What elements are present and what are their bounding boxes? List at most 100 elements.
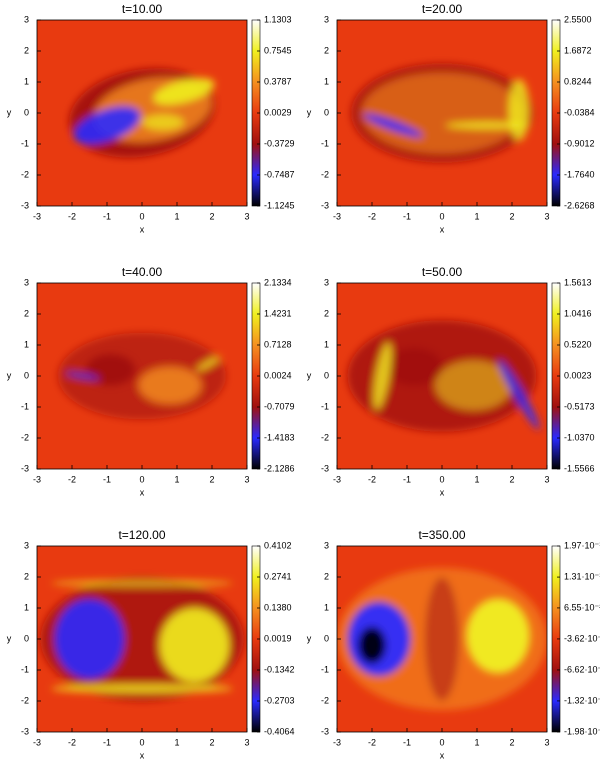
y-axis-label: y <box>307 107 312 117</box>
x-tick-label: 1 <box>474 737 479 747</box>
colorbar-tick-label: 1.1303 <box>264 14 292 24</box>
x-axis-label: x <box>140 750 145 760</box>
colorbar-tick-label: 1.0416 <box>564 308 592 318</box>
x-tick-label: -2 <box>68 211 76 221</box>
field-feature <box>424 577 460 701</box>
colorbar-tick-label: 1.5613 <box>564 277 592 287</box>
x-tick-label: 0 <box>139 737 144 747</box>
x-tick-label: -3 <box>33 737 41 747</box>
y-tick-label: 2 <box>24 45 29 55</box>
x-tick-label: 2 <box>209 211 214 221</box>
y-tick-label: -2 <box>21 695 29 705</box>
x-tick-label: 0 <box>139 474 144 484</box>
field <box>337 20 547 206</box>
y-tick-label: -2 <box>321 695 329 705</box>
x-tick-label: -2 <box>368 474 376 484</box>
field-feature <box>445 121 530 130</box>
y-tick-label: 0 <box>324 370 329 380</box>
y-tick-label: -3 <box>321 463 329 473</box>
colorbar-tick-label: -2.1286 <box>264 463 295 473</box>
field <box>37 20 247 206</box>
x-tick-label: 3 <box>244 211 249 221</box>
x-tick-label: -3 <box>33 211 41 221</box>
colorbar-tick-label: 2.5500 <box>564 14 592 24</box>
field <box>337 546 547 732</box>
y-tick-label: -1 <box>321 664 329 674</box>
colorbar-tick-label: -0.9012 <box>564 138 595 148</box>
x-tick-label: -2 <box>368 737 376 747</box>
x-tick-label: 2 <box>209 737 214 747</box>
x-tick-label: -3 <box>333 737 341 747</box>
y-tick-label: -1 <box>321 401 329 411</box>
y-tick-label: 1 <box>24 339 29 349</box>
x-tick-label: 2 <box>509 211 514 221</box>
x-tick-label: -1 <box>103 474 111 484</box>
field-feature <box>142 114 184 131</box>
field-shapes <box>69 68 215 158</box>
x-tick-label: 3 <box>544 474 549 484</box>
colorbar-tick-label: -0.4064 <box>264 726 295 736</box>
chart-title: t=10.00 <box>122 2 163 16</box>
colorbar-tick-label: -6.62·10⁻² <box>564 664 600 674</box>
y-tick-label: -3 <box>21 463 29 473</box>
colorbar-tick-label: -0.0384 <box>564 107 595 117</box>
colorbar-tick-label: -1.32·10⁻¹ <box>564 695 600 705</box>
x-tick-label: 3 <box>244 737 249 747</box>
colorbar-tick-label: -1.7640 <box>564 169 595 179</box>
x-tick-label: 2 <box>209 474 214 484</box>
x-axis-label: x <box>140 487 145 497</box>
field-feature <box>54 598 125 680</box>
panel: t=10.00 x y -3 -2 -1 0 1 2 3 -3 -2 -1 0 1 2 3 1.1303 0.754… <box>7 2 295 234</box>
field-feature <box>51 683 233 694</box>
y-tick-label: 0 <box>24 633 29 643</box>
colorbar-tick-label: 0.7128 <box>264 339 292 349</box>
x-tick-label: 1 <box>174 737 179 747</box>
chart-title: t=20.00 <box>422 2 463 16</box>
field-feature <box>65 372 100 380</box>
colorbar-tick-label: -0.1342 <box>264 664 295 674</box>
field-feature <box>196 356 221 371</box>
chart-title: t=350.00 <box>418 528 465 542</box>
field-feature <box>508 78 530 141</box>
panel: t=120.00 x y -3 -2 -1 0 1 2 3 -3 -2 -1 0 1 2 3 0.4102 0.27… <box>7 528 295 760</box>
panel: t=50.00 x y -3 -2 -1 0 1 2 3 -3 -2 -1 0 1 2 3 1.5613 1.041… <box>307 265 595 497</box>
colorbar-tick-label: -1.4183 <box>264 432 295 442</box>
colorbar-tick-label: 0.0029 <box>264 107 292 117</box>
y-tick-label: -1 <box>21 138 29 148</box>
y-tick-label: 3 <box>324 14 329 24</box>
x-tick-label: 2 <box>509 474 514 484</box>
chart-title: t=50.00 <box>422 265 463 279</box>
y-tick-label: -2 <box>321 432 329 442</box>
x-tick-label: 3 <box>544 737 549 747</box>
field-feature <box>466 598 530 674</box>
panel: t=40.00 x y -3 -2 -1 0 1 2 3 -3 -2 -1 0 1 2 3 2.1334 1.423… <box>7 265 295 497</box>
y-tick-label: 2 <box>24 571 29 581</box>
y-tick-label: -1 <box>321 138 329 148</box>
y-tick-label: -1 <box>21 401 29 411</box>
y-tick-label: 1 <box>24 602 29 612</box>
y-axis-label: y <box>7 370 12 380</box>
y-tick-label: 2 <box>324 571 329 581</box>
field-feature <box>51 579 233 587</box>
field <box>37 283 247 469</box>
x-tick-label: -2 <box>368 211 376 221</box>
x-tick-label: -2 <box>68 737 76 747</box>
x-tick-label: 0 <box>139 211 144 221</box>
y-tick-label: 1 <box>24 76 29 86</box>
y-tick-label: 3 <box>324 277 329 287</box>
colorbar-tick-label: 0.0019 <box>264 633 292 643</box>
x-axis-label: x <box>440 750 445 760</box>
x-tick-label: 3 <box>544 211 549 221</box>
x-tick-label: -3 <box>333 211 341 221</box>
x-tick-label: 1 <box>174 211 179 221</box>
colorbar-tick-label: 0.8244 <box>564 76 592 86</box>
colorbar-tick-label: 0.1380 <box>264 602 292 612</box>
y-tick-label: -2 <box>321 169 329 179</box>
colorbar-tick-label: 0.3787 <box>264 76 292 86</box>
colorbar-tick-label: 1.31·10⁻¹ <box>564 571 600 581</box>
x-tick-label: -3 <box>33 474 41 484</box>
colorbar-tick-label: -0.5173 <box>564 401 595 411</box>
y-tick-label: 2 <box>324 45 329 55</box>
field-shapes <box>337 567 547 711</box>
y-tick-label: -2 <box>21 432 29 442</box>
